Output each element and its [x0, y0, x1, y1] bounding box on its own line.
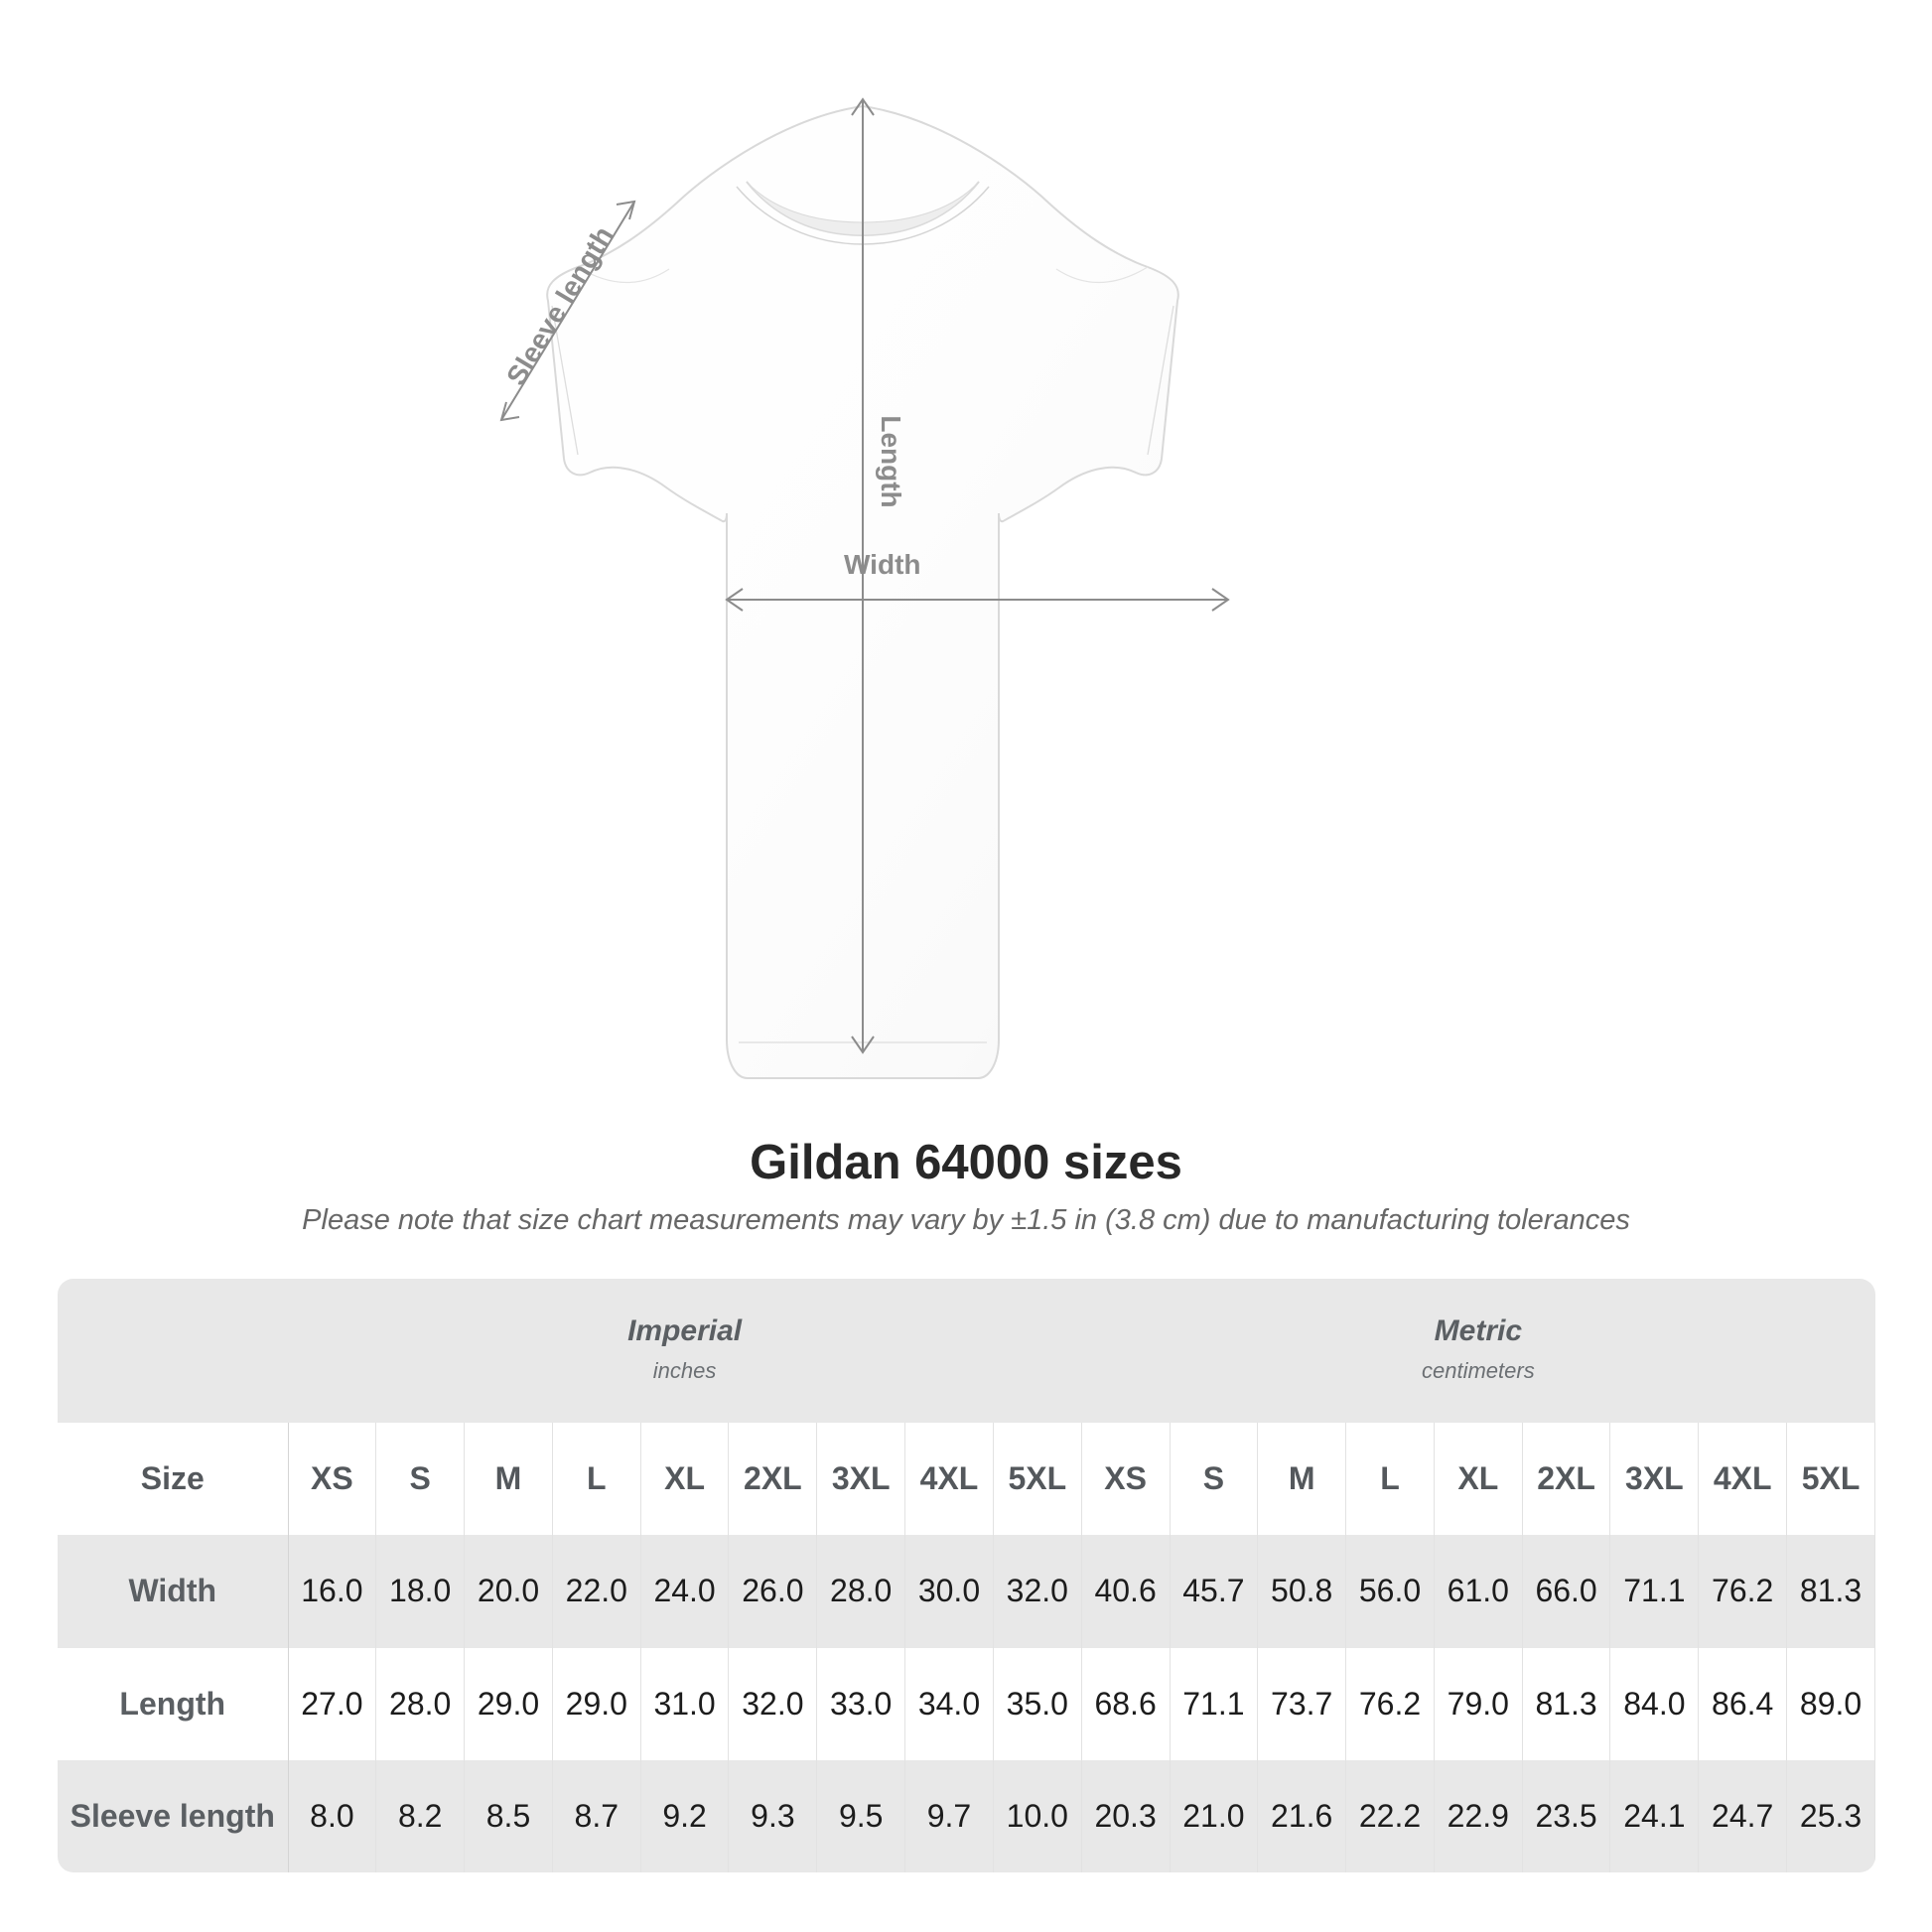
svg-text:Length: Length: [876, 415, 906, 507]
svg-text:Width: Width: [844, 549, 921, 580]
